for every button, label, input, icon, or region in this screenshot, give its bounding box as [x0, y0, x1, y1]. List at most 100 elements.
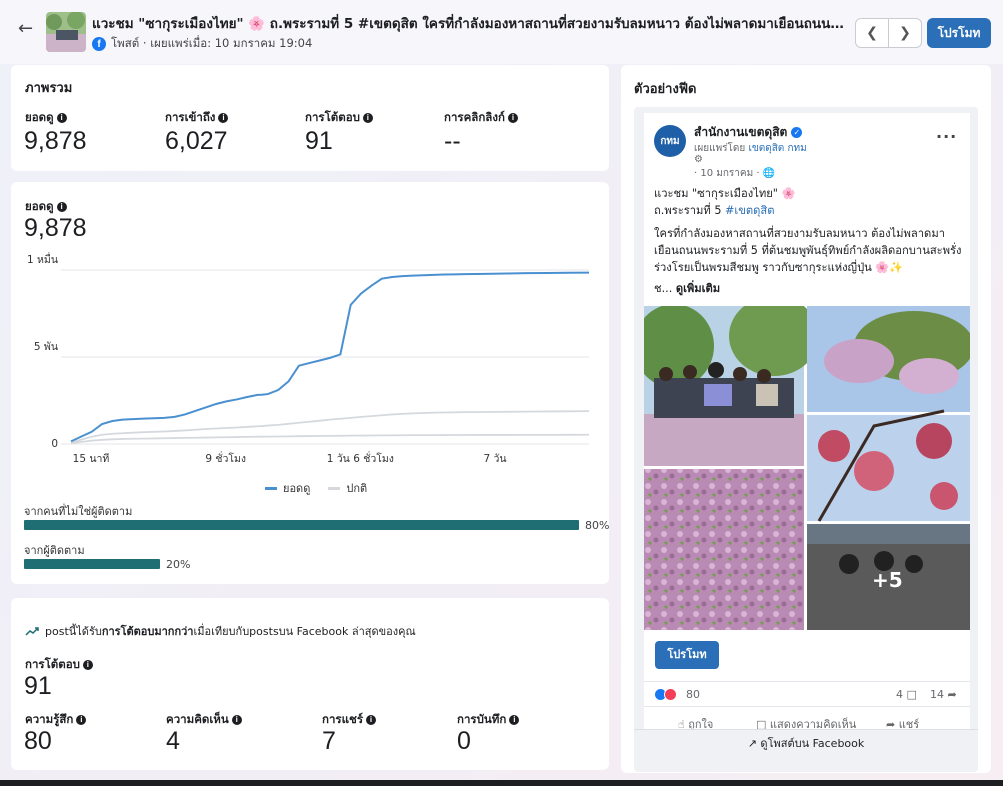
like-action[interactable]: ☝ ถูกใจ [678, 715, 713, 733]
view-on-facebook-label: ดูโพสต์บน Facebook [760, 737, 865, 750]
globe-icon: 🌐 [762, 168, 775, 179]
views-chart-label-text: ยอดดู [25, 199, 54, 213]
share-action[interactable]: ➦ แชร์ [886, 715, 919, 733]
comments-count[interactable]: 4 □ [896, 688, 917, 701]
info-icon[interactable]: i [56, 113, 67, 123]
metric-value-link-clicks: -- [444, 127, 461, 155]
back-arrow-icon[interactable]: ← [18, 18, 34, 39]
source-percent-followers: 20% [166, 558, 191, 571]
photo-blossom-closeup[interactable] [807, 409, 970, 522]
y-tick-label: 1 หมื่น [27, 252, 58, 266]
post-actions: ☝ ถูกใจ □ แสดงความคิดเห็น ➦ แชร์ [644, 711, 970, 733]
shares-value: 7 [322, 727, 336, 755]
post-promote-button[interactable]: โปรโมท [655, 641, 719, 669]
more-photos-count[interactable]: +5 [872, 568, 903, 592]
comments-count-text: 4 [896, 688, 903, 701]
info-icon[interactable]: i [82, 660, 93, 670]
info-icon[interactable]: i [56, 202, 67, 212]
reaction-icons[interactable] [654, 688, 677, 701]
more-options-icon[interactable]: ··· [936, 127, 958, 146]
photo-group[interactable] [644, 306, 819, 466]
publisher-name[interactable]: เขตดุสิต กทม [748, 143, 807, 154]
comment-bubble-icon: □ [756, 718, 767, 731]
photo-more[interactable] [807, 524, 970, 630]
x-tick-label: 15 นาที [73, 452, 110, 465]
taskbar-edge [0, 780, 1003, 786]
y-tick-label: 0 [51, 438, 58, 450]
views-chart-label: ยอดดู i [25, 198, 67, 216]
comment-action[interactable]: □ แสดงความคิดเห็น [756, 715, 856, 733]
see-more-link[interactable]: ดูเพิ่มเติม [675, 282, 721, 295]
legend-item-typical[interactable]: ปกติ [328, 479, 367, 497]
promote-button[interactable]: โปรโมท [927, 18, 991, 48]
interactions-label: การโต้ตอบ i [25, 656, 93, 674]
reactions-label: ความรู้สึก i [25, 711, 87, 729]
comments-label-text: ความคิดเห็น [166, 712, 229, 726]
x-tick-label: 9 ชั่วโมง [205, 451, 246, 465]
page-name[interactable]: สำนักงานเขตดุสิต ✓ [694, 123, 803, 142]
previous-post-button[interactable]: ❮ [855, 18, 889, 48]
post-date-text[interactable]: · 10 มกราคม · [694, 168, 760, 179]
chevron-right-icon: ❯ [899, 25, 911, 41]
info-icon[interactable]: i [366, 715, 376, 725]
post-see-more: ช... ดูเพิ่มเติม [654, 280, 964, 297]
love-reaction-icon [664, 688, 677, 701]
series-line [70, 410, 590, 444]
post-date: · 10 มกราคม · 🌐 [694, 166, 775, 181]
see-more-prefix: ช... [654, 282, 676, 295]
post-title: แวะชม "ซากุระเมืองไทย" 🌸 ถ.พระรามที่ 5 #… [92, 16, 848, 32]
post-thumbnail [46, 12, 86, 52]
post-photo-grid[interactable] [644, 306, 970, 630]
engagement-comparison: postนี้ได้รับการโต้ตอบมากกว่าเมื่อเทียบก… [25, 622, 416, 640]
post-line-2: ถ.พระรามที่ 5 #เขตดุสิต [654, 202, 964, 219]
note-prefix: postนี้ได้รับ [45, 625, 102, 638]
info-icon[interactable]: i [76, 715, 87, 725]
external-link-icon: ↗ [747, 737, 757, 750]
shares-label: การแชร์ i [322, 711, 376, 729]
info-icon[interactable]: i [509, 715, 520, 725]
metric-label-interactions: การโต้ตอบ i [305, 109, 373, 127]
views-line-chart: 0 5 พัน 1 หมื่น 15 นาที 9 ชั่วโมง 1 วัน 6 ชั่… [27, 252, 590, 465]
info-icon[interactable]: i [362, 113, 373, 123]
info-icon[interactable]: i [507, 113, 518, 123]
gear-icon[interactable]: ⚙ [694, 154, 703, 165]
photo-blossom-sky[interactable] [807, 306, 970, 412]
hashtag-link[interactable]: #เขตดุสิต [725, 204, 775, 217]
share-action-label: แชร์ [898, 718, 920, 731]
post-publisher: เผยแพร่โดย เขตดุสิต กทม [694, 141, 807, 156]
metric-label-reach: การเข้าถึง i [165, 109, 229, 127]
views-chart-total: 9,878 [24, 214, 87, 242]
facebook-icon: f [92, 37, 106, 51]
overview-title: ภาพรวม [25, 81, 73, 96]
metric-label-text: การเข้าถึง [165, 110, 216, 124]
series-line [70, 433, 590, 445]
shares-label-text: การแชร์ [322, 712, 363, 726]
photo-petal-carpet[interactable] [644, 469, 804, 630]
metric-label-text: ยอดดู [25, 110, 54, 124]
x-tick-label: 1 วัน 6 ชั่วโมง [327, 451, 394, 465]
shares-count[interactable]: 14 ➦ [930, 688, 957, 701]
legend-swatch [265, 486, 277, 490]
share-arrow-icon: ➦ [886, 718, 896, 731]
x-tick-label: 7 วัน [483, 453, 506, 465]
next-post-button[interactable]: ❯ [888, 18, 922, 48]
view-on-facebook-link[interactable]: ↗ ดูโพสต์บน Facebook [634, 729, 978, 757]
shares-count-text: 14 [930, 688, 944, 701]
metric-value-interactions: 91 [305, 127, 333, 155]
feed-preview-frame: กทม สำนักงานเขตดุสิต ✓ เผยแพร่โดย เขตดุสิ… [634, 107, 978, 772]
metric-label-link-clicks: การคลิกลิงก์ i [444, 109, 518, 127]
legend-item-views[interactable]: ยอดดู [265, 479, 310, 497]
interactions-label-text: การโต้ตอบ [25, 657, 80, 671]
info-icon[interactable]: i [231, 715, 242, 725]
engagement-note-text: postนี้ได้รับการโต้ตอบมากกว่าเมื่อเทียบก… [45, 622, 416, 640]
series-line [70, 271, 590, 443]
page-avatar[interactable]: กทม [654, 125, 686, 157]
reactions-count[interactable]: 80 [686, 688, 700, 701]
metric-label-text: การโต้ตอบ [305, 110, 360, 124]
info-icon[interactable]: i [218, 113, 229, 123]
metric-label-views: ยอดดู i [25, 109, 67, 127]
chart-legend: ยอดดู ปกติ [265, 479, 367, 497]
reactions-label-text: ความรู้สึก [25, 712, 74, 726]
reactions-summary: 80 4 □ 14 ➦ [644, 681, 970, 707]
